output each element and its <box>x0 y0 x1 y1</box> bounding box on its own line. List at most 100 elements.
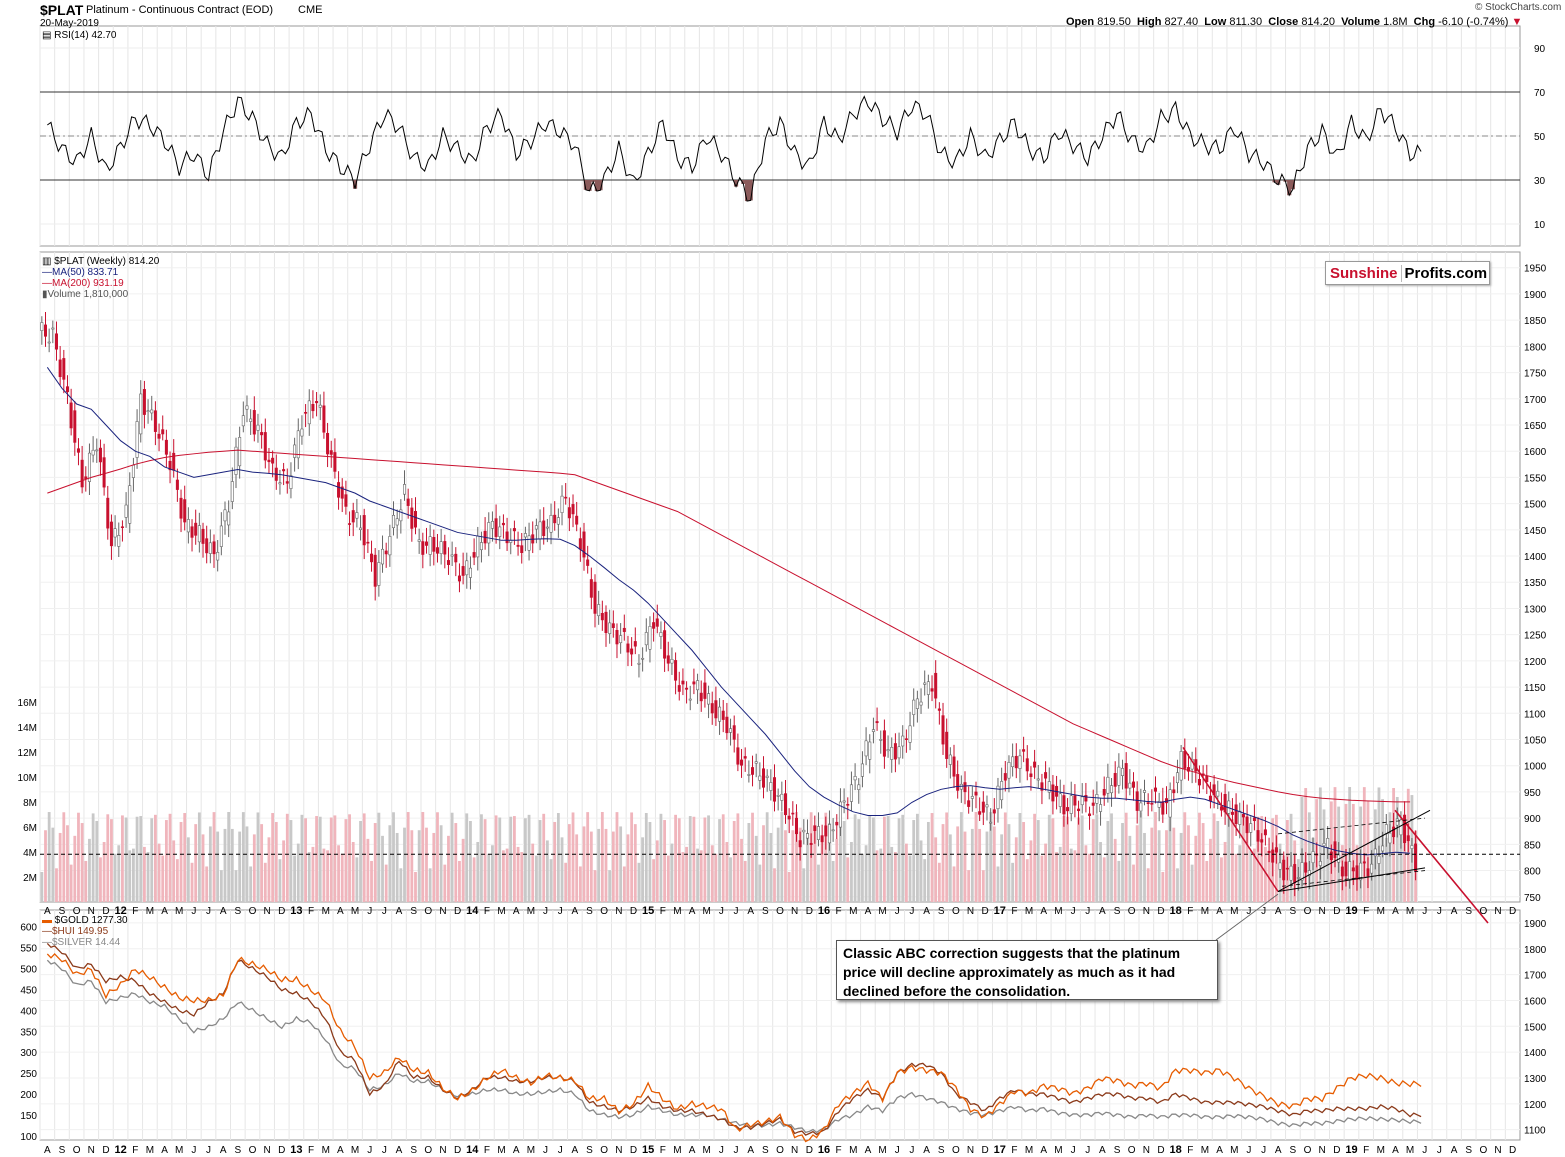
volume-bar <box>564 862 568 902</box>
volume-bar <box>710 845 714 902</box>
x-tick-label: O <box>249 906 257 917</box>
volume-bar <box>315 816 318 902</box>
x-tick-label: M <box>1230 1145 1238 1156</box>
volume-bar <box>153 814 157 902</box>
volume-bar <box>904 843 908 902</box>
candle-body <box>688 698 692 701</box>
volume-bar <box>850 841 853 902</box>
candle-body <box>981 801 985 813</box>
volume-bar <box>1058 846 1062 902</box>
x-tick-label: A <box>1451 906 1458 917</box>
x-tick-label: J <box>558 1145 563 1156</box>
candle-body <box>611 623 615 628</box>
x-tick-label: F <box>836 1145 842 1156</box>
volume-bar <box>304 818 307 902</box>
candle-body <box>553 514 557 524</box>
candle-body <box>1410 845 1414 849</box>
candle-body <box>641 657 645 660</box>
x-tick-label: A <box>1451 1145 1458 1156</box>
volume-bar <box>62 812 66 902</box>
candle-body <box>1230 811 1234 815</box>
volume-bar <box>659 813 663 902</box>
candle-body <box>260 432 264 436</box>
volume-bar <box>699 850 703 902</box>
candle-body <box>1274 847 1278 853</box>
x-tick-label: O <box>600 1145 608 1156</box>
x-tick-label: 19 <box>1345 1144 1357 1156</box>
x-tick-label: N <box>439 906 446 917</box>
x-tick-label: N <box>791 906 798 917</box>
candle-body <box>798 840 802 848</box>
candle-body <box>1329 851 1333 861</box>
volume-bar <box>439 825 443 902</box>
volume-bar <box>278 859 282 902</box>
volume-bar <box>747 823 751 902</box>
candle-body <box>454 553 458 563</box>
volume-bar <box>143 846 146 902</box>
x-tick-label: 16 <box>818 905 830 917</box>
volume-bar <box>348 814 351 902</box>
candle-body <box>164 439 168 455</box>
x-tick-label: F <box>1363 906 1369 917</box>
volume-bar <box>399 868 403 902</box>
candle-body <box>615 630 619 645</box>
x-tick-label: S <box>586 1145 593 1156</box>
candle-body <box>498 526 502 537</box>
candle-body <box>157 433 161 439</box>
x-tick-label: 17 <box>994 1144 1006 1156</box>
x-tick-label: O <box>1304 1145 1312 1156</box>
candle-body <box>318 404 322 408</box>
price-tick-label: 1350 <box>1524 578 1547 589</box>
x-tick-label: N <box>439 1145 446 1156</box>
candle-body <box>805 833 809 839</box>
candle-body <box>109 521 113 547</box>
price-tick-label: 1300 <box>1524 604 1547 615</box>
volume-bar <box>1124 812 1128 902</box>
x-tick-label: M <box>497 906 505 917</box>
volume-bar <box>1095 814 1099 902</box>
rsi-tick-label: 70 <box>1534 88 1546 99</box>
candle-body <box>923 682 927 685</box>
volume-bar <box>1044 843 1047 902</box>
candle-body <box>593 581 597 614</box>
volume-bar <box>73 835 77 902</box>
candle-body <box>1285 867 1289 870</box>
candle-body <box>1252 817 1256 822</box>
x-tick-label: J <box>382 906 387 917</box>
x-tick-label: F <box>484 906 490 917</box>
volume-bar <box>798 827 802 902</box>
volume-bar <box>542 813 546 902</box>
candle-body <box>542 520 546 536</box>
candle-body <box>729 728 733 733</box>
high-label: High <box>1136 16 1162 28</box>
price-tick-label: 1500 <box>1524 500 1547 511</box>
candle-body <box>622 627 626 632</box>
legend-volume-text: Volume 1,810,000 <box>47 289 129 300</box>
x-tick-label: O <box>1479 1145 1487 1156</box>
candle-body <box>197 525 201 543</box>
volume-bar <box>190 862 194 902</box>
axes: AASSOONNDD1212FFMMAAMMJJJJAASSOONNDD1313… <box>18 44 1547 1156</box>
volume-bar <box>692 816 696 902</box>
candle-body <box>285 481 289 484</box>
candle-body <box>692 681 696 685</box>
x-tick-label: A <box>396 1145 403 1156</box>
candle-body <box>776 795 780 797</box>
volume-bar <box>597 828 601 902</box>
candle-body <box>183 499 187 523</box>
volume-bar <box>132 848 135 902</box>
volume-bar <box>553 821 557 902</box>
x-tick-label: N <box>264 906 271 917</box>
price-tick-label: 1750 <box>1524 369 1547 380</box>
candle-body <box>1183 751 1187 769</box>
candle-body <box>816 826 820 840</box>
x-tick-label: 13 <box>290 1144 302 1156</box>
candle-body <box>681 680 685 685</box>
candle-body <box>732 725 736 740</box>
candle-body <box>648 626 652 650</box>
x-tick-label: 19 <box>1345 905 1357 917</box>
volume-bar <box>1146 868 1150 902</box>
candle-body <box>1355 865 1359 880</box>
volume-bar <box>1384 837 1388 902</box>
candle-body <box>864 740 868 757</box>
